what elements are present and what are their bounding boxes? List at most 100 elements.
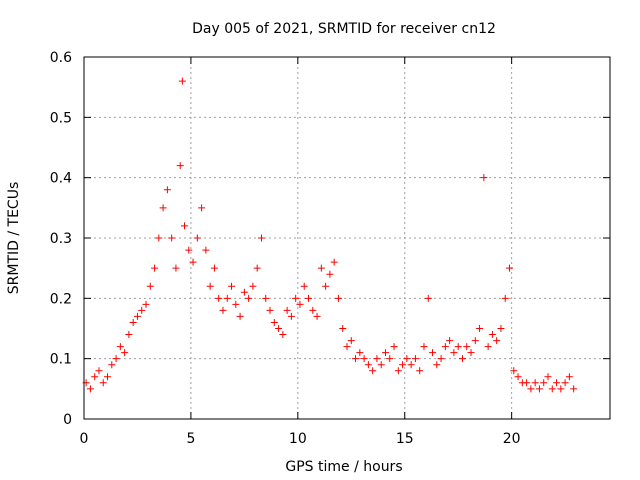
data-point <box>360 355 368 363</box>
data-point <box>484 343 492 351</box>
data-point <box>429 349 437 357</box>
data-point <box>480 174 488 182</box>
data-point <box>334 294 342 302</box>
data-point <box>215 294 223 302</box>
data-point <box>390 343 398 351</box>
data-point <box>420 343 428 351</box>
x-tick-label: 10 <box>289 431 307 447</box>
data-point <box>437 355 445 363</box>
data-point <box>493 337 501 345</box>
data-point <box>441 343 449 351</box>
data-point <box>305 294 313 302</box>
data-point <box>527 385 535 393</box>
data-point <box>296 300 304 308</box>
data-point <box>133 312 141 320</box>
data-point <box>352 355 360 363</box>
data-point <box>283 306 291 314</box>
data-point <box>219 306 227 314</box>
data-point <box>317 264 325 272</box>
data-point <box>249 282 257 290</box>
data-point <box>326 270 334 278</box>
data-point <box>300 282 308 290</box>
data-point <box>309 306 317 314</box>
y-axis-label: SRMTID / TECUs <box>6 182 22 295</box>
data-point <box>467 349 475 357</box>
data-point <box>377 361 385 369</box>
data-point <box>185 246 193 254</box>
data-point <box>178 77 186 85</box>
data-point <box>553 379 561 387</box>
data-point <box>416 367 424 375</box>
data-point <box>99 379 107 387</box>
data-point <box>347 337 355 345</box>
data-point <box>458 355 466 363</box>
chart-title: Day 005 of 2021, SRMTID for receiver cn1… <box>192 21 496 37</box>
data-point <box>557 385 565 393</box>
data-point <box>565 373 573 381</box>
data-point <box>104 373 112 381</box>
data-point <box>253 264 261 272</box>
data-point <box>116 343 124 351</box>
data-point <box>394 367 402 375</box>
data-point <box>463 343 471 351</box>
data-point <box>270 318 278 326</box>
data-point <box>176 162 184 170</box>
data-point <box>245 294 253 302</box>
y-tick-label: 0.2 <box>50 291 72 307</box>
data-point <box>488 331 496 339</box>
data-point <box>163 186 171 194</box>
data-point <box>287 312 295 320</box>
data-point <box>236 312 244 320</box>
data-point <box>471 337 479 345</box>
data-point <box>399 361 407 369</box>
data-point <box>146 282 154 290</box>
y-tick-label: 0.1 <box>50 352 72 368</box>
data-point <box>476 325 484 332</box>
data-point <box>369 367 377 375</box>
data-point <box>172 264 180 272</box>
data-point <box>262 294 270 302</box>
data-point <box>403 355 411 363</box>
y-tick-label: 0.6 <box>50 50 72 66</box>
data-point <box>313 312 321 320</box>
data-point <box>514 373 522 381</box>
data-point <box>223 294 231 302</box>
data-point <box>330 258 338 266</box>
data-point <box>535 385 543 393</box>
data-point <box>339 325 347 332</box>
data-point <box>322 282 330 290</box>
data-point <box>86 385 94 393</box>
data-point <box>275 325 283 332</box>
data-point <box>240 288 248 296</box>
axis-ticks: 0 0.1 0.2 0.3 0.4 0.5 0.6 0 5 10 15 20 <box>50 50 610 447</box>
y-tick-label: 0.3 <box>50 231 72 247</box>
x-tick-label: 20 <box>503 431 521 447</box>
data-point <box>95 367 103 375</box>
data-point <box>193 234 201 242</box>
data-point <box>206 282 214 290</box>
data-point <box>228 282 236 290</box>
data-point <box>570 385 578 393</box>
data-point <box>257 234 265 242</box>
data-point <box>454 343 462 351</box>
data-point <box>151 264 159 272</box>
data-point <box>356 349 364 357</box>
data-point <box>540 379 548 387</box>
data-point <box>497 325 505 332</box>
data-point <box>433 361 441 369</box>
data-point <box>125 331 133 339</box>
data-point <box>523 379 531 387</box>
data-point <box>364 361 372 369</box>
data-point <box>198 204 206 212</box>
data-point <box>292 294 300 302</box>
data-point <box>189 258 197 266</box>
data-point <box>121 349 129 357</box>
data-point <box>155 234 163 242</box>
data-point <box>531 379 539 387</box>
data-point <box>108 361 116 369</box>
data-point <box>112 355 120 363</box>
data-point <box>411 355 419 363</box>
data-point <box>138 306 146 314</box>
data-point <box>450 349 458 357</box>
